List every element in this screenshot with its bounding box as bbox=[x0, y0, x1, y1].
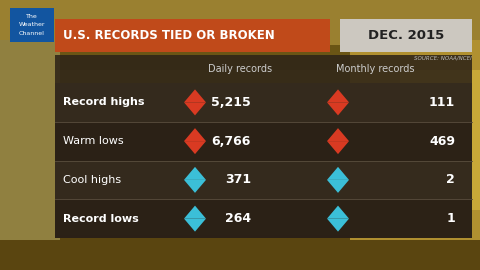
Text: 5,215: 5,215 bbox=[211, 96, 251, 109]
Text: Channel: Channel bbox=[19, 31, 45, 36]
Polygon shape bbox=[184, 89, 206, 102]
Text: 264: 264 bbox=[225, 212, 251, 225]
Polygon shape bbox=[184, 102, 206, 115]
Polygon shape bbox=[327, 219, 349, 232]
Text: Daily records: Daily records bbox=[208, 64, 272, 74]
FancyBboxPatch shape bbox=[0, 0, 480, 45]
FancyBboxPatch shape bbox=[10, 8, 54, 42]
Text: Warm lows: Warm lows bbox=[63, 136, 124, 146]
Polygon shape bbox=[327, 128, 349, 141]
Polygon shape bbox=[184, 206, 206, 219]
Text: 111: 111 bbox=[429, 96, 455, 109]
Polygon shape bbox=[327, 102, 349, 115]
Text: Record highs: Record highs bbox=[63, 97, 144, 107]
FancyBboxPatch shape bbox=[55, 160, 472, 199]
Text: 371: 371 bbox=[225, 173, 251, 186]
FancyBboxPatch shape bbox=[0, 0, 480, 70]
Text: Monthly records: Monthly records bbox=[336, 64, 414, 74]
Text: SOURCE: NOAA/NCEI: SOURCE: NOAA/NCEI bbox=[414, 55, 472, 60]
FancyBboxPatch shape bbox=[400, 70, 480, 210]
FancyBboxPatch shape bbox=[0, 235, 480, 270]
Text: Cool highs: Cool highs bbox=[63, 175, 121, 185]
Text: 1: 1 bbox=[446, 212, 455, 225]
Polygon shape bbox=[327, 180, 349, 193]
Text: DEC. 2015: DEC. 2015 bbox=[368, 29, 444, 42]
Polygon shape bbox=[327, 206, 349, 219]
FancyBboxPatch shape bbox=[340, 19, 472, 52]
Polygon shape bbox=[184, 219, 206, 232]
Polygon shape bbox=[327, 167, 349, 180]
FancyBboxPatch shape bbox=[55, 19, 330, 52]
FancyBboxPatch shape bbox=[350, 40, 480, 240]
Text: Weather: Weather bbox=[19, 22, 45, 28]
Text: 6,766: 6,766 bbox=[212, 135, 251, 148]
Polygon shape bbox=[184, 128, 206, 141]
Polygon shape bbox=[184, 141, 206, 154]
Text: 2: 2 bbox=[446, 173, 455, 186]
FancyBboxPatch shape bbox=[0, 40, 60, 240]
Polygon shape bbox=[184, 167, 206, 180]
Text: Record lows: Record lows bbox=[63, 214, 139, 224]
Text: U.S. RECORDS TIED OR BROKEN: U.S. RECORDS TIED OR BROKEN bbox=[63, 29, 275, 42]
Polygon shape bbox=[184, 180, 206, 193]
Polygon shape bbox=[327, 141, 349, 154]
Polygon shape bbox=[327, 89, 349, 102]
Text: The: The bbox=[26, 14, 38, 19]
FancyBboxPatch shape bbox=[55, 55, 472, 238]
Text: 469: 469 bbox=[429, 135, 455, 148]
FancyBboxPatch shape bbox=[55, 122, 472, 160]
FancyBboxPatch shape bbox=[55, 199, 472, 238]
FancyBboxPatch shape bbox=[55, 83, 472, 122]
FancyBboxPatch shape bbox=[0, 205, 480, 235]
